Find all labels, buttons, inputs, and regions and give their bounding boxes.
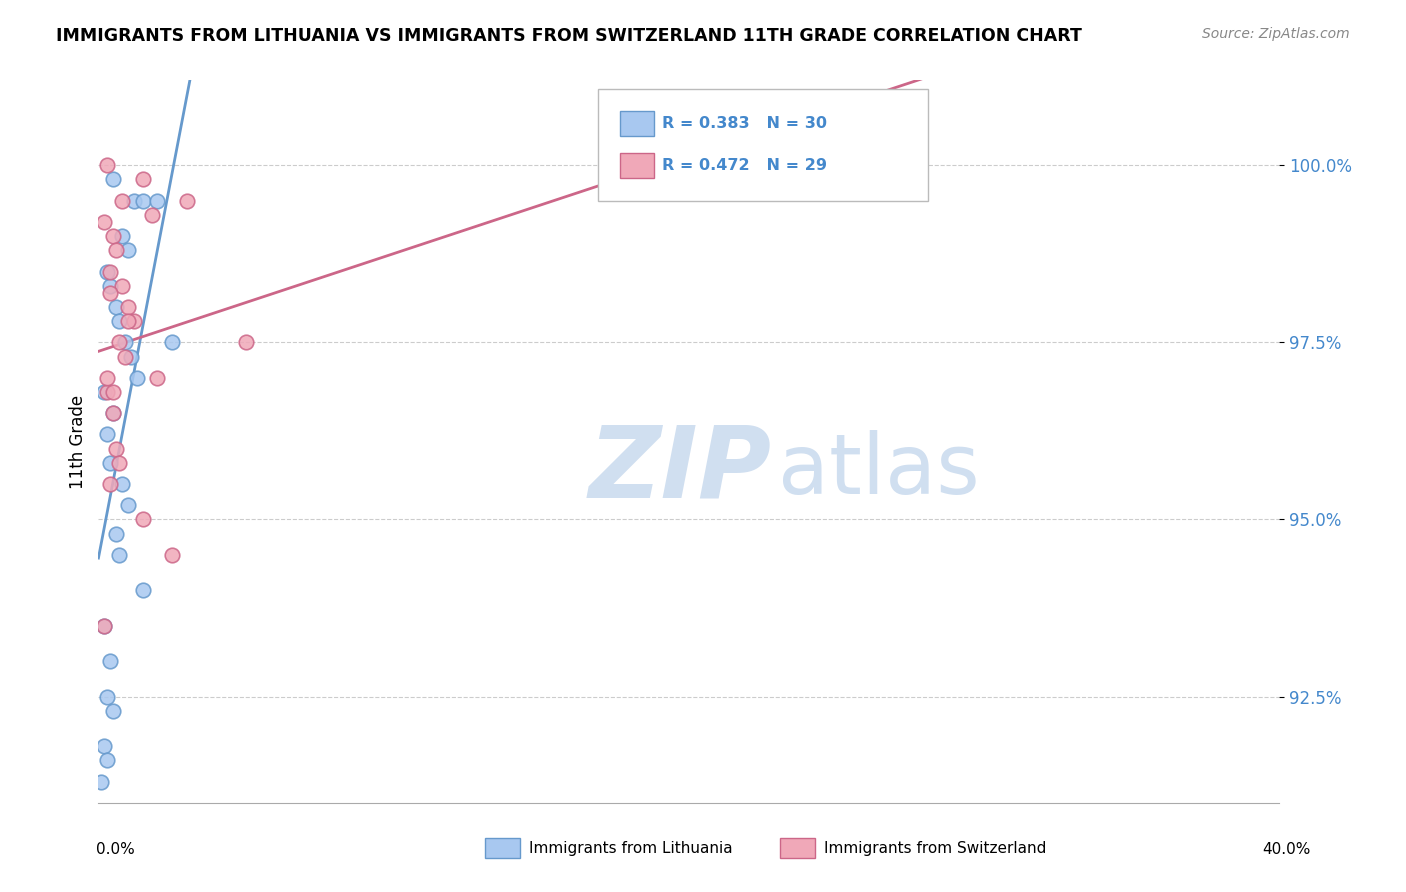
Point bbox=[105, 244, 128, 258]
Point bbox=[114, 335, 136, 350]
Point bbox=[96, 371, 118, 385]
Point bbox=[96, 264, 118, 278]
Point bbox=[93, 618, 115, 632]
Text: ZIP: ZIP bbox=[589, 422, 772, 519]
Point bbox=[176, 194, 198, 208]
Point bbox=[162, 548, 183, 562]
Point bbox=[93, 384, 115, 399]
Point bbox=[111, 278, 134, 293]
Point bbox=[120, 350, 142, 364]
Point bbox=[103, 384, 125, 399]
Point bbox=[108, 314, 131, 328]
Point bbox=[103, 704, 125, 718]
Point bbox=[93, 215, 115, 229]
Point bbox=[96, 384, 118, 399]
Text: R = 0.472   N = 29: R = 0.472 N = 29 bbox=[662, 158, 827, 172]
Point bbox=[103, 229, 125, 244]
Point bbox=[98, 456, 121, 470]
Point bbox=[98, 264, 121, 278]
Point bbox=[132, 194, 155, 208]
Point bbox=[103, 406, 125, 420]
Point bbox=[117, 498, 139, 512]
Point bbox=[96, 690, 118, 704]
Point bbox=[235, 335, 257, 350]
Point bbox=[132, 583, 155, 598]
Point bbox=[111, 477, 134, 491]
Point bbox=[105, 300, 128, 314]
Point bbox=[103, 172, 125, 186]
Text: 40.0%: 40.0% bbox=[1263, 842, 1310, 857]
Point bbox=[132, 512, 155, 526]
Point bbox=[132, 172, 155, 186]
Point bbox=[111, 229, 134, 244]
Point bbox=[93, 618, 115, 632]
Text: Immigrants from Switzerland: Immigrants from Switzerland bbox=[824, 841, 1046, 855]
Point bbox=[96, 427, 118, 442]
Point bbox=[117, 300, 139, 314]
Point bbox=[96, 158, 118, 172]
Point bbox=[108, 335, 131, 350]
Point bbox=[96, 753, 118, 767]
Point bbox=[146, 371, 169, 385]
Text: IMMIGRANTS FROM LITHUANIA VS IMMIGRANTS FROM SWITZERLAND 11TH GRADE CORRELATION : IMMIGRANTS FROM LITHUANIA VS IMMIGRANTS … bbox=[56, 27, 1083, 45]
Point bbox=[619, 158, 641, 172]
Point bbox=[98, 278, 121, 293]
Point bbox=[111, 194, 134, 208]
Point bbox=[122, 194, 145, 208]
Point bbox=[108, 548, 131, 562]
Point bbox=[146, 194, 169, 208]
Point bbox=[162, 335, 183, 350]
Point bbox=[93, 739, 115, 753]
Text: 0.0%: 0.0% bbox=[96, 842, 135, 857]
Point bbox=[114, 350, 136, 364]
Point bbox=[105, 442, 128, 456]
Point bbox=[105, 526, 128, 541]
Text: atlas: atlas bbox=[778, 430, 979, 511]
Point bbox=[117, 314, 139, 328]
Point bbox=[122, 314, 145, 328]
Text: Source: ZipAtlas.com: Source: ZipAtlas.com bbox=[1202, 27, 1350, 41]
Point bbox=[98, 477, 121, 491]
Point bbox=[98, 285, 121, 300]
Point bbox=[125, 371, 148, 385]
Point bbox=[108, 456, 131, 470]
Point bbox=[103, 406, 125, 420]
Point bbox=[141, 208, 163, 222]
Text: R = 0.383   N = 30: R = 0.383 N = 30 bbox=[662, 116, 827, 130]
Point bbox=[90, 774, 112, 789]
Point bbox=[98, 654, 121, 668]
Text: Immigrants from Lithuania: Immigrants from Lithuania bbox=[529, 841, 733, 855]
Y-axis label: 11th Grade: 11th Grade bbox=[69, 394, 87, 489]
Point bbox=[117, 244, 139, 258]
